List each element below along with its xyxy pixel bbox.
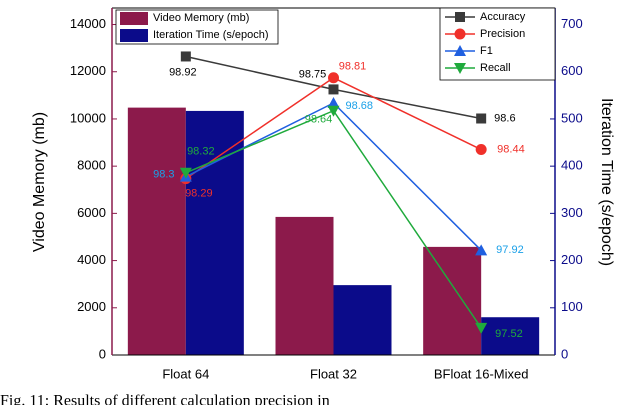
y-tick-label: 10000 <box>70 110 106 125</box>
marker <box>475 144 487 156</box>
marker <box>180 51 191 62</box>
legend-marker <box>455 12 465 22</box>
y-tick-label: 0 <box>99 346 106 361</box>
legend-label: F1 <box>480 45 493 57</box>
data-label: 98.92 <box>169 66 197 78</box>
bar <box>185 110 244 355</box>
legend-label: Precision <box>480 28 525 40</box>
marker <box>476 113 487 124</box>
legend-label: Video Memory (mb) <box>153 12 249 24</box>
bar <box>333 285 392 355</box>
data-label: 98.3 <box>153 169 174 181</box>
y2-tick-label: 100 <box>561 299 583 314</box>
bar <box>481 317 540 355</box>
legend-label: Recall <box>480 62 511 74</box>
marker <box>327 96 340 108</box>
x-tick-label: Float 64 <box>162 366 209 381</box>
bar <box>423 246 482 355</box>
legend-marker <box>454 45 466 56</box>
y2-tick-label: 600 <box>561 63 583 78</box>
data-label: 98.32 <box>187 146 215 158</box>
y2-axis-title: Iteration Time (s/epoch) <box>598 98 615 266</box>
y-tick-label: 2000 <box>77 299 106 314</box>
data-label: 98.64 <box>305 114 333 126</box>
y2-tick-label: 200 <box>561 252 583 267</box>
bar <box>127 107 186 356</box>
marker <box>475 244 488 256</box>
data-label: 98.75 <box>299 68 327 80</box>
data-label: 98.6 <box>494 112 515 124</box>
data-label: 97.52 <box>495 328 523 340</box>
x-tick-label: BFloat 16-Mixed <box>434 366 529 381</box>
y-axis-title: Video Memory (mb) <box>31 112 48 252</box>
marker <box>328 84 339 95</box>
y2-tick-label: 700 <box>561 16 583 31</box>
bar <box>275 216 334 355</box>
data-label: 97.92 <box>496 244 524 256</box>
marker <box>475 322 488 334</box>
marker <box>179 167 192 179</box>
data-label: 98.29 <box>185 187 213 199</box>
legend-marker <box>454 63 466 74</box>
legend-swatch <box>120 29 148 42</box>
caption: Fig. 11: Results of different calculatio… <box>0 393 330 405</box>
y2-tick-label: 400 <box>561 158 583 173</box>
marker <box>328 72 339 84</box>
x-tick-label: Float 32 <box>310 366 357 381</box>
y-tick-label: 8000 <box>77 158 106 173</box>
legend-label: Iteration Time (s/epoch) <box>153 29 269 41</box>
y-tick-label: 14000 <box>70 16 106 31</box>
y-tick-label: 4000 <box>77 252 106 267</box>
y2-tick-label: 0 <box>561 346 568 361</box>
data-label: 98.44 <box>497 143 525 155</box>
data-label: 98.81 <box>339 61 367 73</box>
legend-marker <box>454 28 466 40</box>
y2-tick-label: 300 <box>561 205 583 220</box>
data-label: 98.68 <box>346 100 374 112</box>
y2-tick-label: 500 <box>561 110 583 125</box>
legend-label: Accuracy <box>480 11 526 23</box>
marker <box>327 105 340 117</box>
y-tick-label: 6000 <box>77 205 106 220</box>
legend-swatch <box>120 12 148 25</box>
y-tick-label: 12000 <box>70 63 106 78</box>
